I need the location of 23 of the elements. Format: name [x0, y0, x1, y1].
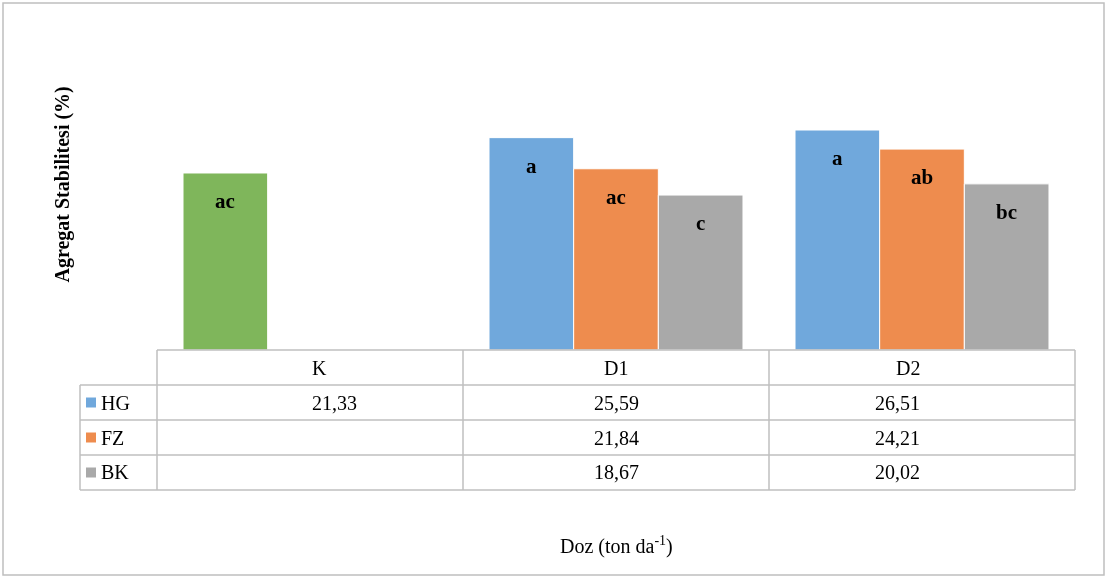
legend-label: BK — [101, 461, 130, 483]
bar — [182, 172, 269, 350]
x-tick-label: K — [312, 357, 327, 379]
annotation: c — [696, 211, 706, 235]
annotation: ac — [215, 189, 235, 213]
x-tick-label: D1 — [604, 357, 629, 379]
annotation: ab — [911, 165, 934, 189]
data-label: 18,67 — [594, 461, 639, 483]
x-tick-label: D2 — [896, 357, 921, 379]
annotation: bc — [996, 200, 1017, 224]
y-axis-title: Agregat Stabilitesi (%) — [50, 86, 74, 283]
data-label: 21,84 — [594, 427, 639, 449]
annotation: a — [832, 146, 843, 170]
annotation: ac — [606, 185, 626, 209]
annotation: a — [526, 154, 537, 178]
data-label: 20,02 — [875, 461, 920, 483]
data-label: 21,33 — [312, 392, 357, 414]
data-label: 25,59 — [594, 392, 639, 414]
text: Doz (ton da$^{-1}$) — [560, 533, 673, 559]
legend-label: FZ — [101, 427, 125, 449]
data-label: 26,51 — [875, 392, 920, 414]
data-label: 24,21 — [875, 427, 920, 449]
legend-label: HG — [101, 392, 130, 414]
